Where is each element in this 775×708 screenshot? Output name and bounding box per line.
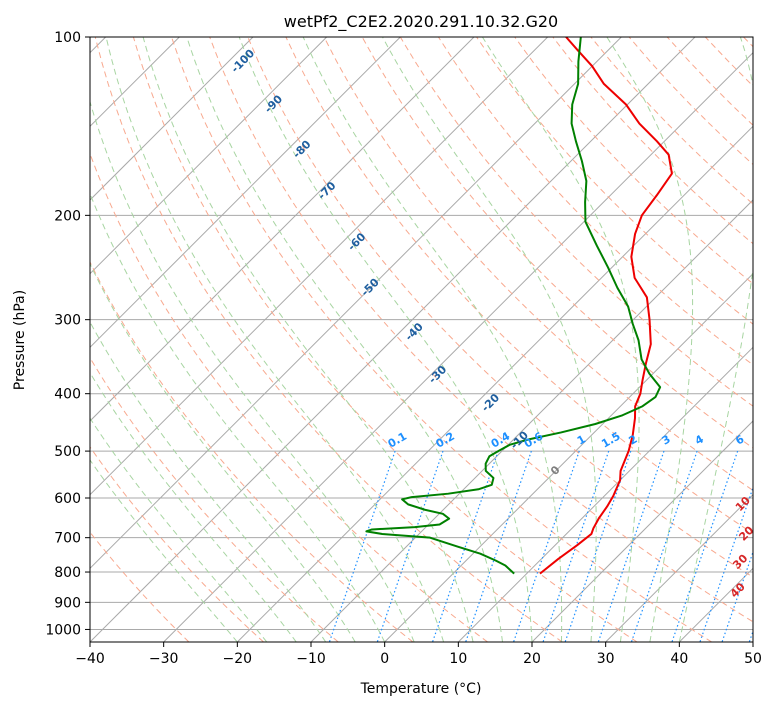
moist-adiabat-line bbox=[142, 37, 474, 642]
moist-adiabat-line bbox=[90, 371, 297, 642]
dry-adiabat-line bbox=[247, 37, 753, 578]
x-tick-label: 0 bbox=[380, 651, 389, 667]
y-tick-label: 300 bbox=[54, 313, 81, 329]
isotherm-line bbox=[90, 37, 254, 201]
x-tick-label: 10 bbox=[449, 651, 467, 667]
dry-adiabat-line bbox=[514, 37, 753, 285]
chart-title: wetPf2_C2E2.2020.291.10.32.G20 bbox=[284, 12, 558, 32]
y-tick-label: 900 bbox=[54, 595, 81, 611]
mixing-ratio-line bbox=[564, 450, 632, 642]
isotherm-line bbox=[384, 272, 753, 642]
plot-frame bbox=[89, 36, 754, 643]
x-tick-label: −30 bbox=[149, 651, 179, 667]
moist-adiabat-line bbox=[238, 37, 533, 642]
mixing-ratio-line bbox=[328, 450, 396, 642]
x-tick-label: 30 bbox=[597, 651, 615, 667]
y-tick-label: 600 bbox=[54, 491, 81, 507]
mixing-ratio-line bbox=[721, 550, 753, 642]
mixing-ratio-line bbox=[597, 450, 665, 642]
y-tick-label: 100 bbox=[54, 30, 81, 46]
dry-adiabat-line bbox=[285, 37, 753, 535]
moist-adiabat-line bbox=[302, 37, 563, 642]
y-tick-label: 200 bbox=[54, 208, 81, 224]
isotherm-line bbox=[90, 37, 401, 349]
isotherm-line bbox=[163, 51, 753, 642]
isotherm-line bbox=[90, 37, 549, 496]
moist-adiabat-line bbox=[606, 37, 694, 642]
x-tick-label: 50 bbox=[744, 651, 762, 667]
x-tick-label: 40 bbox=[670, 651, 688, 667]
dry-adiabat-line bbox=[90, 356, 339, 642]
dry-adiabat-line bbox=[171, 37, 713, 642]
y-tick-label: 400 bbox=[54, 387, 81, 403]
dewpoint-line bbox=[365, 37, 662, 575]
x-tick-label: −10 bbox=[296, 651, 326, 667]
x-axis-title: Temperature (°C) bbox=[360, 681, 482, 697]
y-tick-label: 700 bbox=[54, 531, 81, 547]
mixing-ratio-line bbox=[431, 450, 499, 642]
x-tick-label: 20 bbox=[523, 651, 541, 667]
dry-adiabat-line bbox=[476, 37, 753, 325]
isotherm-line bbox=[90, 37, 622, 570]
mixing-ratio-line bbox=[699, 485, 753, 642]
isotherm-line bbox=[90, 37, 696, 642]
dry-adiabat-line bbox=[90, 260, 414, 642]
moist-adiabat-line bbox=[186, 37, 504, 642]
mixing-ratio-line bbox=[630, 450, 698, 642]
dry-adiabat-line bbox=[94, 37, 563, 642]
dry-adiabat-line bbox=[209, 37, 753, 623]
y-tick-label: 1000 bbox=[45, 622, 81, 638]
y-axis-title: Pressure (hPa) bbox=[12, 290, 28, 390]
axes: −40 −30 −20 −10 0 10 20 30 40 50 100 200 300 400 500 60… bbox=[45, 30, 762, 667]
moist-adiabat-line bbox=[90, 100, 415, 642]
moist-adiabat-line bbox=[105, 37, 445, 642]
isotherm-line bbox=[90, 37, 475, 422]
dry-adiabat-line bbox=[323, 37, 753, 491]
dry-adiabat-line bbox=[90, 446, 264, 642]
mixing-ratio-line bbox=[465, 450, 532, 642]
moist-adiabat-line bbox=[90, 262, 356, 642]
moist-adiabat-line bbox=[90, 192, 386, 642]
y-tick-label: 500 bbox=[54, 444, 81, 460]
x-tick-label: −40 bbox=[75, 651, 105, 667]
temperature-line bbox=[539, 37, 673, 575]
isotherm-line bbox=[457, 346, 753, 642]
isotherm-line bbox=[531, 420, 753, 642]
y-tick-label: 800 bbox=[54, 565, 81, 581]
dry-adiabat-line bbox=[132, 37, 638, 642]
mixing-ratio-line bbox=[376, 450, 444, 642]
isotherm-line bbox=[236, 125, 753, 642]
isotherm-line bbox=[605, 493, 753, 642]
moist-adiabat-line bbox=[90, 417, 268, 642]
moist-adiabat-line bbox=[90, 459, 238, 642]
x-tick-label: −20 bbox=[223, 651, 253, 667]
moist-adiabat-line bbox=[90, 321, 327, 642]
moist-adiabat-line bbox=[382, 37, 597, 642]
moist-adiabat-line bbox=[481, 37, 640, 642]
isotherm-line bbox=[90, 37, 328, 275]
moist-adiabat-line bbox=[678, 37, 753, 642]
mixing-ratio-line bbox=[513, 450, 580, 642]
mixing-ratio-line bbox=[671, 450, 739, 642]
